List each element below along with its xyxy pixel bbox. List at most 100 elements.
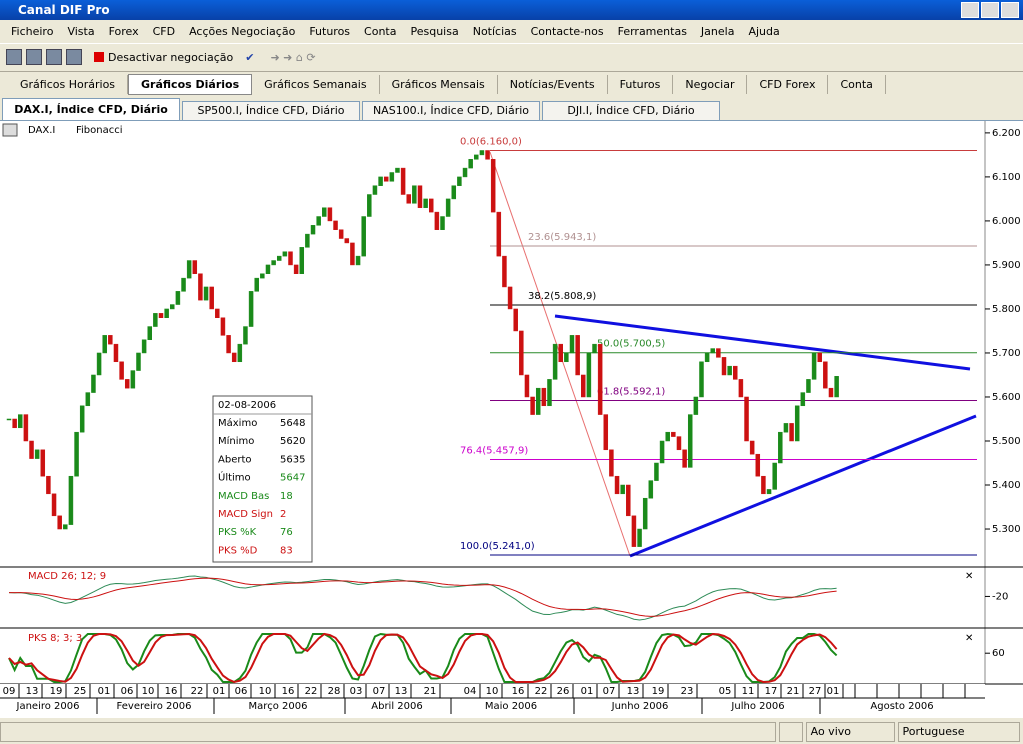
candle	[541, 387, 547, 407]
candle	[642, 497, 648, 530]
document-tab[interactable]: DAX.I, Índice CFD, Diário	[2, 98, 180, 120]
info-value: 5620	[280, 436, 305, 447]
chart-menu-button[interactable]	[2, 123, 18, 137]
status-language: Portuguese	[897, 722, 1020, 742]
candle	[79, 405, 85, 433]
print-button[interactable]	[66, 49, 82, 65]
tab[interactable]: Negociar	[673, 74, 748, 94]
info-value: 83	[280, 545, 293, 556]
tab[interactable]: Gráficos Horários	[8, 74, 129, 94]
menu-item[interactable]: Forex	[108, 24, 139, 38]
candle	[231, 352, 237, 363]
candle	[530, 396, 535, 415]
menu-item[interactable]: Contacte-nos	[530, 24, 604, 38]
candle	[209, 286, 214, 310]
candle	[113, 343, 119, 363]
trading-button[interactable]: Desactivar negociação	[108, 50, 234, 64]
menu-item[interactable]: Conta	[364, 24, 397, 38]
close-panel[interactable]: ✕	[965, 633, 973, 644]
candle	[834, 376, 839, 398]
day-label: 19	[652, 686, 665, 697]
save-button[interactable]	[26, 49, 42, 65]
close[interactable]	[1001, 2, 1019, 18]
candle	[654, 462, 659, 481]
candle	[716, 348, 721, 358]
candle	[248, 291, 254, 327]
info-value: 5647	[280, 473, 305, 484]
candle	[378, 176, 383, 186]
open-button[interactable]	[6, 49, 22, 65]
day-label: 25	[74, 686, 87, 697]
menu-item[interactable]: CFD	[152, 24, 176, 38]
candle	[794, 405, 800, 442]
candle	[789, 423, 794, 442]
tab[interactable]: Conta	[828, 74, 886, 94]
candle	[260, 273, 265, 279]
confirm-icon[interactable]: ✔	[245, 50, 255, 64]
candle	[74, 431, 79, 477]
candle	[524, 374, 530, 398]
candle	[620, 484, 625, 495]
day-label: 16	[165, 686, 178, 697]
candle	[721, 357, 727, 376]
candle	[519, 330, 524, 376]
menu-item[interactable]: Notícias	[472, 24, 517, 38]
candle	[552, 343, 558, 380]
status-mode: Ao vivo	[805, 722, 895, 742]
candle	[783, 423, 789, 433]
day-label: 23	[681, 686, 694, 697]
candle	[91, 374, 96, 393]
tab[interactable]: Gráficos Semanais	[252, 74, 380, 94]
candle	[102, 335, 107, 354]
tab[interactable]: Notícias/Events	[498, 74, 608, 94]
tab[interactable]: Futuros	[608, 74, 674, 94]
fib-label: 23.6(5.943,1)	[528, 232, 596, 243]
candle	[603, 414, 609, 451]
fib-label: 100.0(5.241,0)	[460, 541, 535, 552]
pks-k	[8, 632, 838, 683]
menu-item[interactable]: Futuros	[309, 24, 351, 38]
fib-label: 50.0(5.700,5)	[597, 339, 665, 350]
menu-item[interactable]: Janela	[700, 24, 735, 38]
document-tab[interactable]: DJI.I, Índice CFD, Diário	[542, 101, 720, 120]
candle	[637, 528, 642, 547]
day-label: 28	[328, 686, 341, 697]
day-label: 16	[512, 686, 525, 697]
minimize[interactable]	[961, 2, 979, 18]
day-label: 05	[719, 686, 732, 697]
menu-item[interactable]: Acções Negociação	[189, 24, 296, 38]
menu-item[interactable]: Ajuda	[748, 24, 780, 38]
day-label: 10	[259, 686, 272, 697]
candle	[626, 484, 631, 517]
candle	[237, 343, 243, 363]
candle	[293, 264, 299, 274]
candle	[164, 308, 169, 319]
menu-item[interactable]: Pesquisa	[410, 24, 459, 38]
candle	[18, 414, 23, 429]
tab[interactable]: CFD Forex	[747, 74, 829, 94]
info-label: Aberto	[218, 454, 252, 465]
symbol[interactable]: DAX.I	[28, 125, 55, 136]
document-tab[interactable]: NAS100.I, Índice CFD, Diário	[362, 101, 540, 120]
candle	[457, 176, 462, 186]
day-label: 21	[424, 686, 437, 697]
save-as-button[interactable]	[46, 49, 62, 65]
day-label: 09	[3, 686, 16, 697]
tab[interactable]: Gráficos Diários	[128, 73, 253, 95]
candle	[181, 277, 186, 292]
close-panel[interactable]: ✕	[965, 571, 973, 582]
document-tab[interactable]: SP500.I, Índice CFD, Diário	[182, 101, 360, 120]
candle	[462, 167, 468, 178]
tab[interactable]: Gráficos Mensais	[380, 74, 498, 94]
restore[interactable]	[981, 2, 999, 18]
menu-item[interactable]: Ficheiro	[11, 24, 54, 38]
menu-item[interactable]: Ferramentas	[617, 24, 687, 38]
study[interactable]: Fibonacci	[76, 125, 123, 136]
candle	[648, 480, 654, 499]
menu-item[interactable]: Vista	[67, 24, 95, 38]
candle	[733, 365, 738, 380]
y-tick-label: 60	[992, 648, 1005, 659]
info-label: MACD Bas	[218, 491, 269, 502]
day-label: 17	[765, 686, 778, 697]
macd-signal	[8, 577, 837, 617]
